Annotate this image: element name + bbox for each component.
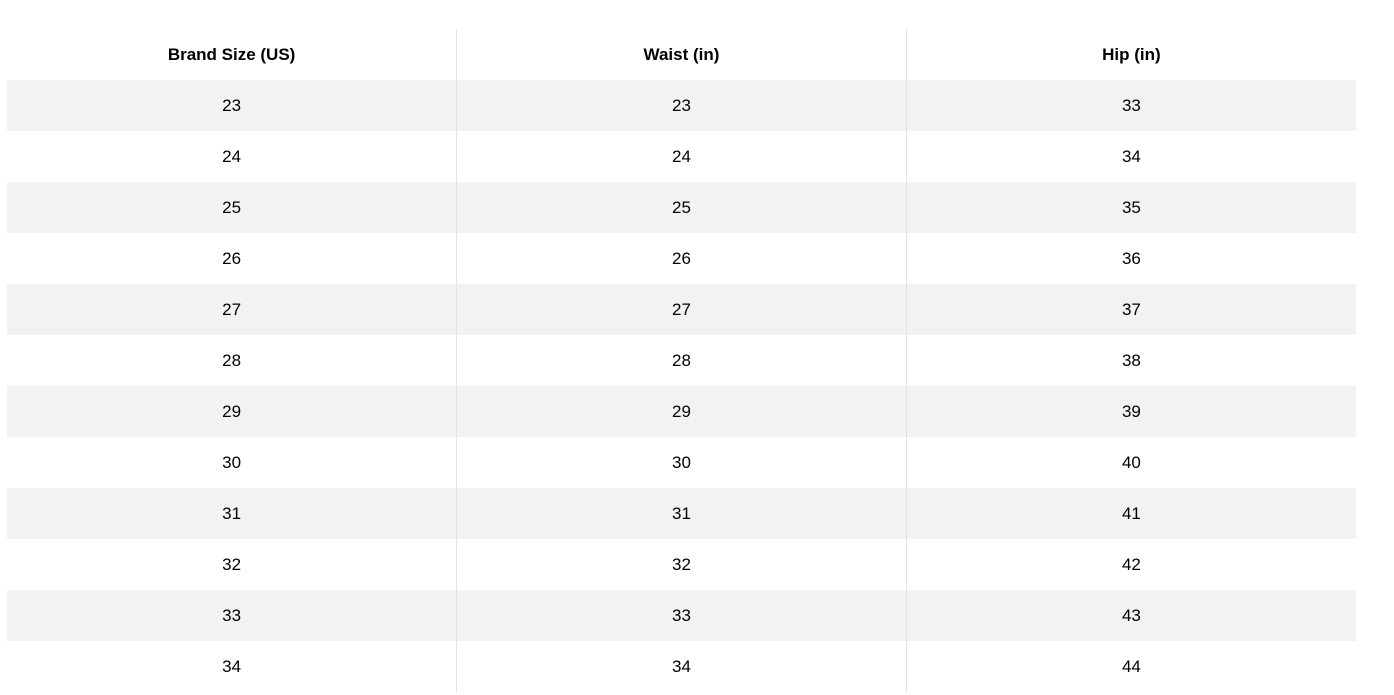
waist-cell: 25 [456,182,907,233]
brand-size-cell: 24 [222,146,242,166]
hip-cell: 36 [905,233,1356,284]
table-row: 24 24 34 [7,131,1356,182]
waist-cell: 30 [456,437,907,488]
size-chart-table: Brand Size (US) Waist (in) Hip (in) 23 23… [7,29,1356,692]
header-row: Brand Size (US) Waist (in) Hip (in) [7,29,1356,80]
table-row: 25 25 35 [7,182,1356,233]
waist-cell: 26 [456,233,907,284]
hip-cell: 35 [905,182,1356,233]
waist-cell: 33 [456,590,907,641]
hip-cell: 33 [905,80,1356,131]
waist-cell: 27 [456,284,907,335]
brand-size-cell: 25 [222,197,242,217]
waist-cell: 29 [456,386,907,437]
brand-size-cell: 33 [222,605,242,625]
table-row: 33 33 43 [7,590,1356,641]
waist-cell: 31 [456,488,907,539]
brand-size-cell: 34 [222,656,242,676]
table-row: 31 31 41 [7,488,1356,539]
waist-cell: 32 [456,539,907,590]
waist-cell: 23 [456,80,907,131]
brand-size-cell: 31 [222,503,242,523]
table-row: 27 27 37 [7,284,1356,335]
table-row: 32 32 42 [7,539,1356,590]
brand-size-cell: 28 [222,350,242,370]
table-row: 28 28 38 [7,335,1356,386]
table-row: 29 29 39 [7,386,1356,437]
hip-cell: 40 [905,437,1356,488]
hip-cell: 38 [905,335,1356,386]
hip-cell: 41 [905,488,1356,539]
brand-size-cell: 32 [222,554,242,574]
waist-cell: 34 [456,641,907,692]
table-row: 30 30 40 [7,437,1356,488]
brand-size-cell: 29 [222,401,242,421]
header-hip: Hip (in) [905,29,1356,80]
hip-cell: 37 [905,284,1356,335]
header-waist: Waist (in) [456,29,907,80]
table-row: 23 23 33 [7,80,1356,131]
brand-size-cell: 27 [222,299,242,319]
table-row: 34 34 44 [7,641,1356,692]
brand-size-cell: 23 [222,95,242,115]
hip-cell: 44 [905,641,1356,692]
brand-size-cell: 30 [222,452,242,472]
hip-cell: 43 [905,590,1356,641]
header-brand-size: Brand Size (US) [167,44,296,64]
hip-cell: 39 [905,386,1356,437]
waist-cell: 28 [456,335,907,386]
hip-cell: 42 [905,539,1356,590]
brand-size-cell: 26 [222,248,242,268]
waist-cell: 24 [456,131,907,182]
table-row: 26 26 36 [7,233,1356,284]
hip-cell: 34 [905,131,1356,182]
